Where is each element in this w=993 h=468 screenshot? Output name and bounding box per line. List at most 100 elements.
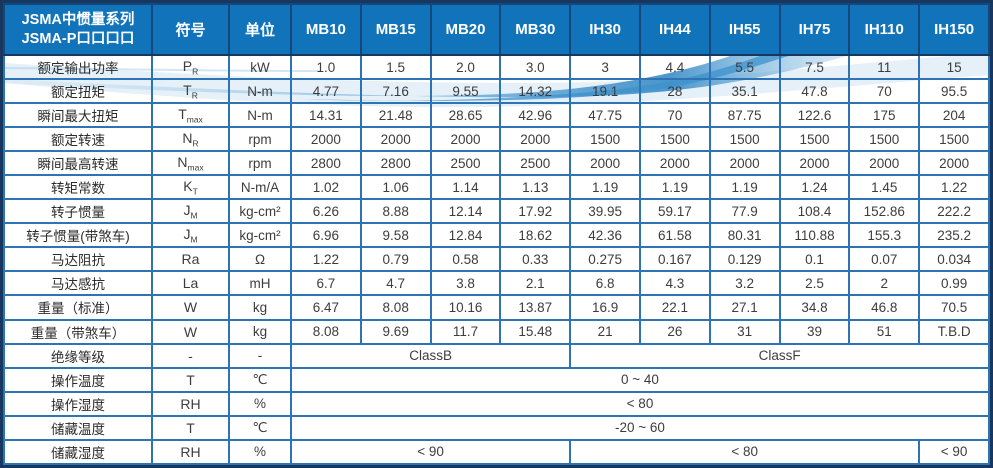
spec-value: 1500: [918, 126, 990, 153]
row-unit: %: [228, 438, 292, 465]
row-label: 重量（标准）: [3, 294, 153, 321]
row-unit: Ω: [228, 246, 292, 273]
row-label: 储藏温度: [3, 414, 153, 441]
spec-value-span: -20 ~ 60: [290, 414, 990, 441]
column-header-mb30: MB30: [499, 3, 572, 56]
spec-value: 6.96: [290, 222, 362, 249]
row-label: 操作湿度: [3, 390, 153, 417]
row-unit: -: [228, 342, 292, 369]
spec-row: 马达感抗 La mH 6.7 4.7 3.8 2.1 6.8 4.3 3.2 2.5 2 0.99: [3, 270, 990, 297]
spec-value: 152.86: [848, 198, 921, 225]
row-symbol: Nmax: [151, 150, 230, 177]
row-label: 绝缘等级: [3, 342, 153, 369]
spec-value: 1.22: [290, 246, 362, 273]
row-unit: kg: [228, 318, 292, 345]
row-symbol: PR: [151, 53, 230, 81]
row-label: 额定输出功率: [3, 53, 153, 81]
column-header-ih44: IH44: [638, 3, 711, 56]
row-symbol: W: [151, 294, 230, 321]
spec-value: 4.3: [638, 270, 711, 297]
spec-value: 235.2: [918, 222, 990, 249]
spec-value: 175: [848, 102, 921, 129]
spec-value: 0.1: [778, 246, 851, 273]
spec-value: 5.5: [708, 53, 781, 81]
spec-value: 17.92: [499, 198, 572, 225]
spec-value: 1.45: [848, 174, 921, 201]
column-header-unit: 单位: [228, 3, 292, 56]
spec-value: 110.88: [778, 222, 851, 249]
spec-value: 59.17: [638, 198, 711, 225]
spec-value: 4.77: [290, 78, 362, 105]
spec-value: 2000: [359, 126, 432, 153]
row-unit: N-m: [228, 102, 292, 129]
spec-value: 8.88: [359, 198, 432, 225]
spec-value: 6.47: [290, 294, 362, 321]
spec-value-span: < 80: [290, 390, 990, 417]
column-header-ih30: IH30: [569, 3, 641, 56]
spec-value: 27.1: [708, 294, 781, 321]
spec-value: 108.4: [778, 198, 851, 225]
spec-value: 47.8: [778, 78, 851, 105]
row-unit: %: [228, 390, 292, 417]
spec-value: 1500: [778, 126, 851, 153]
row-symbol: NR: [151, 126, 230, 153]
spec-value-span: < 90: [918, 438, 990, 465]
spec-value-span: < 80: [569, 438, 921, 465]
spec-value: 77.9: [708, 198, 781, 225]
spec-value: 70: [848, 78, 921, 105]
spec-value: 0.99: [918, 270, 990, 297]
column-header-mb10: MB10: [290, 3, 362, 56]
spec-value: 2.0: [429, 53, 502, 81]
spec-row: 储藏温度 T ℃ -20 ~ 60: [3, 414, 990, 441]
spec-value: 80.31: [708, 222, 781, 249]
spec-row: 转子惯量 JM kg-cm² 6.26 8.88 12.14 17.92 39.95 59.17…: [3, 198, 990, 225]
spec-row: 储藏湿度 RH% < 90 < 80 < 90: [3, 438, 990, 465]
spec-value: 1.22: [918, 174, 990, 201]
spec-value: 2.1: [499, 270, 572, 297]
row-label: 马达阻抗: [3, 246, 153, 273]
row-symbol: JM: [151, 222, 230, 249]
column-header-mb15: MB15: [359, 3, 432, 56]
spec-row: 马达阻抗 Ra Ω 1.22 0.79 0.58 0.33 0.275 0.167 0.129 0.…: [3, 246, 990, 273]
row-label: 储藏湿度: [3, 438, 153, 465]
series-title-line1: JSMA中惯量系列: [21, 11, 135, 28]
row-unit: rpm: [228, 150, 292, 177]
spec-value: 3.0: [499, 53, 572, 81]
spec-value: 1.19: [638, 174, 711, 201]
spec-value: 28.65: [429, 102, 502, 129]
spec-value: 2000: [778, 150, 851, 177]
spec-value: 2.5: [778, 270, 851, 297]
row-symbol: T: [151, 414, 230, 441]
spec-value: 34.8: [778, 294, 851, 321]
row-label: 重量（带煞车）: [3, 318, 153, 345]
spec-value: 2800: [359, 150, 432, 177]
spec-table: JSMA中惯量系列 JSMA-P口口口口 符号 单位 MB10 MB15 MB20 M…: [3, 3, 990, 465]
row-unit: kW: [228, 53, 292, 81]
spec-value: 0.167: [638, 246, 711, 273]
row-symbol: Ra: [151, 246, 230, 273]
spec-value: 122.6: [778, 102, 851, 129]
row-unit: ℃: [228, 414, 292, 441]
spec-row: 转矩常数 KT N-m/A 1.02 1.06 1.14 1.13 1.19 1.19 1.19 1…: [3, 174, 990, 201]
spec-value: 6.8: [569, 270, 641, 297]
spec-value: 2000: [638, 150, 711, 177]
spec-value: 11.7: [429, 318, 502, 345]
spec-value: 22.1: [638, 294, 711, 321]
spec-value: 0.33: [499, 246, 572, 273]
spec-value: 2800: [290, 150, 362, 177]
spec-value: 2500: [429, 150, 502, 177]
spec-value: 0.129: [708, 246, 781, 273]
spec-value: 12.84: [429, 222, 502, 249]
spec-value: 13.87: [499, 294, 572, 321]
spec-value: 46.8: [848, 294, 921, 321]
spec-value: 7.5: [778, 53, 851, 81]
column-header-ih110: IH110: [848, 3, 921, 56]
spec-value: 0.034: [918, 246, 990, 273]
row-unit: kg-cm²: [228, 222, 292, 249]
spec-value: 0.79: [359, 246, 432, 273]
spec-value: 4.4: [638, 53, 711, 81]
row-unit: rpm: [228, 126, 292, 153]
spec-value: 10.16: [429, 294, 502, 321]
row-symbol: W: [151, 318, 230, 345]
